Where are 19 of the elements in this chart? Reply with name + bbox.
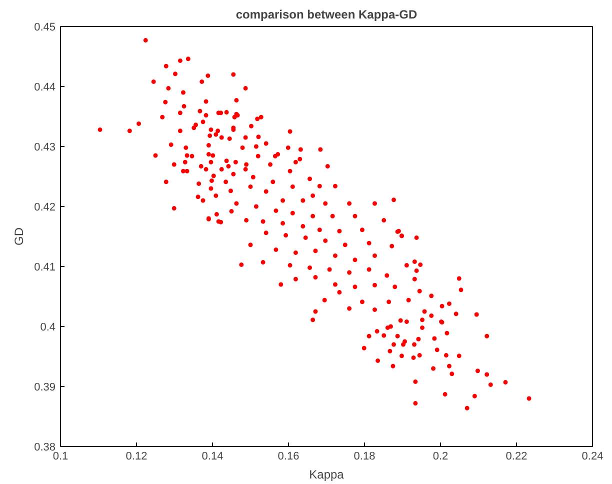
x-tick-label: 0.12 [126,450,148,462]
x-axis-title: Kappa [309,468,344,482]
y-tick-label: 0.39 [34,382,56,394]
x-tick-label: 0.1 [52,450,68,462]
x-tick-label: 0.14 [202,450,224,462]
y-tick-label: 0.42 [34,202,56,214]
y-tick-label: 0.4 [40,322,56,334]
y-tick-label: 0.45 [34,22,56,34]
x-tick-label: 0.18 [354,450,376,462]
y-tick-label: 0.41 [34,262,56,274]
y-tick-label: 0.38 [34,442,56,454]
y-axis-title: GD [12,227,26,246]
x-tick-label: 0.24 [582,450,604,462]
x-tick-label: 0.16 [278,450,300,462]
x-tick-label: 0.22 [506,450,528,462]
chart-title: comparison between Kappa-GD [236,8,418,22]
x-tick-label: 0.2 [432,450,448,462]
y-tick-label: 0.43 [34,142,56,154]
y-tick-label: 0.44 [34,82,56,94]
